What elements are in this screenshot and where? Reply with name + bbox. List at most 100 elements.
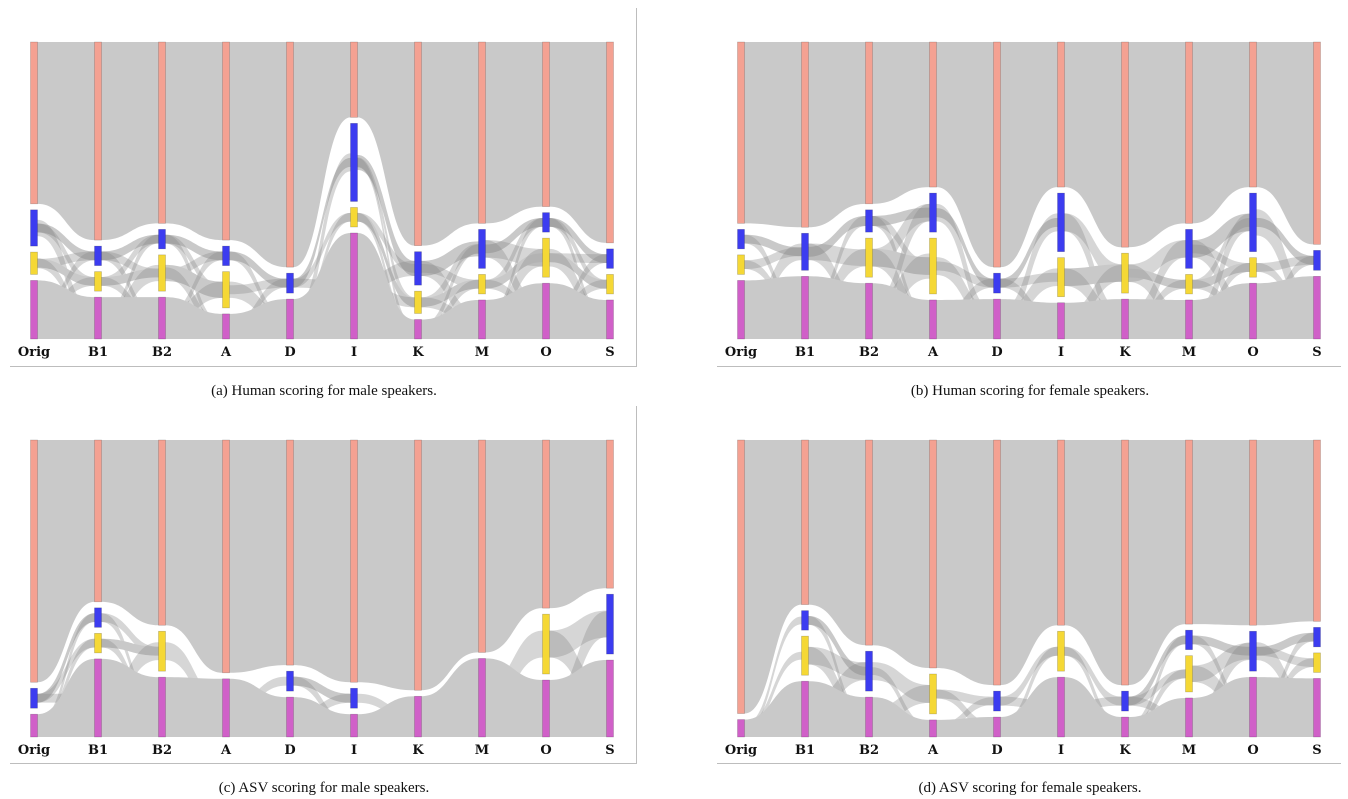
node-i-top [1057,439,1065,626]
flow-band-bottom [229,299,287,339]
node-o-yellow [542,613,550,675]
flow-band-bottom [165,297,223,339]
node-orig-magenta [737,719,745,738]
flow-link [1192,643,1250,682]
node-a-magenta [222,678,230,738]
flow-band [421,440,479,691]
column-label-b1: B1 [88,743,108,758]
node-i-magenta [350,713,358,738]
flow-link [1256,632,1314,712]
divider-c [636,406,637,763]
node-i-magenta [1057,676,1065,738]
column-label-o: O [1247,743,1258,758]
column-label-s: S [605,345,614,360]
node-o-top [1249,41,1257,188]
flow-link [229,278,287,295]
flow-link [936,261,994,288]
flow-link [293,212,351,288]
node-orig-blue [30,687,38,709]
caption-d: (d) ASV scoring for female speakers. [918,780,1142,796]
flow-link [1000,646,1058,706]
node-m-magenta [1185,299,1193,340]
flow-band-bottom [357,232,415,339]
node-b1-top [801,439,809,605]
node-b1-magenta [94,296,102,340]
flow-band [936,42,994,268]
flow-band-bottom [293,697,351,737]
flow-link [744,616,802,733]
node-k-magenta [1121,298,1129,340]
column-label-s: S [1312,345,1321,360]
flow-band [1128,440,1186,686]
flow-link [165,234,223,295]
node-orig-top [737,439,745,714]
sankey-chart-a: Orig B1 B2 A D I K M O S [18,41,615,360]
node-b2-blue [865,209,873,233]
node-b1-blue [94,607,102,628]
node-k-blue [1121,690,1129,712]
sankey-panel-c: Orig B1 B2 A D I K M O S [10,428,634,760]
column-label-a: A [220,743,232,758]
flows [744,42,1314,339]
flow-band-bottom [1128,697,1186,737]
node-a-top [222,439,230,674]
flow-link [37,613,95,703]
sankey-chart-d: Orig B1 B2 A D I K M O S [725,439,1322,758]
node-orig-magenta [737,280,745,340]
node-b1-yellow [801,635,809,676]
flow-link [808,615,866,676]
flow-link [485,217,543,289]
column-label-d: D [991,743,1002,758]
flow-link [1256,217,1314,265]
flow-link [229,251,287,288]
node-k-magenta [1121,716,1129,738]
node-i-magenta [1057,302,1065,340]
flow-band [744,440,802,714]
node-b2-magenta [865,282,873,340]
flow-link [165,264,223,298]
node-b2-top [158,439,166,626]
node-d-magenta [993,716,1001,738]
node-b2-top [865,439,873,646]
node-b1-magenta [801,680,809,738]
flow-band [293,42,351,268]
node-i-yellow [350,207,358,228]
flow-band [101,42,159,241]
flow-link [485,217,543,324]
flow-link [1192,635,1250,712]
node-k-magenta [414,695,422,738]
node-b2-magenta [865,696,873,738]
flow-link [101,613,159,712]
flow-band-bottom [421,299,479,339]
flow-link [229,251,287,324]
node-m-top [478,41,486,224]
flow-band-bottom [549,283,607,339]
node-orig-blue [737,229,745,250]
node-i-magenta [350,232,358,340]
node-a-yellow [929,673,937,715]
flow-link [744,234,802,313]
node-orig-magenta [30,713,38,738]
node-i-yellow [1057,257,1065,298]
column-label-m: M [475,345,489,360]
node-k-yellow [1121,252,1129,294]
node-b2-magenta [158,296,166,340]
node-m-blue [1185,229,1193,269]
node-i-top [350,439,358,683]
flow-link [549,253,607,289]
flow-band-bottom [1192,283,1250,339]
sankey-chart-b: Orig B1 B2 A D I K M O S [725,41,1322,360]
flow-band [37,42,95,241]
flow-link [37,638,95,730]
flow-link [101,613,159,656]
node-m-blue [478,229,486,269]
column-label-a: A [927,345,939,360]
flow-link [549,610,607,658]
flow-band-bottom [101,658,159,737]
node-m-magenta [478,299,486,340]
flow-link [101,251,159,323]
node-d-blue [286,272,294,294]
flow-band [485,440,543,653]
node-orig-top [30,439,38,683]
flow-link [936,203,994,328]
